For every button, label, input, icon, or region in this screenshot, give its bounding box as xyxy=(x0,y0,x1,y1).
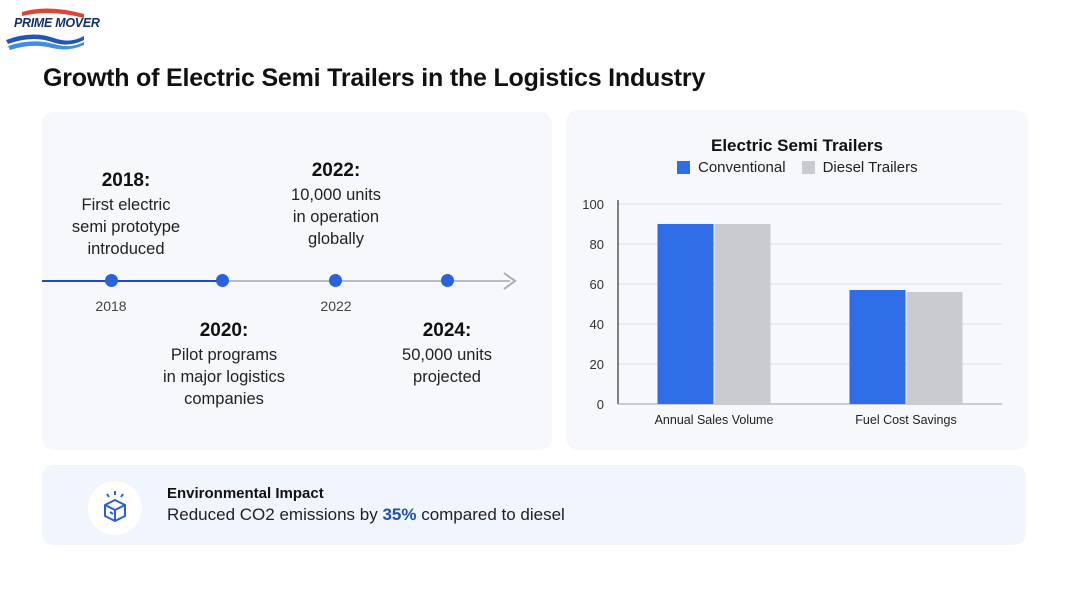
page-title: Growth of Electric Semi Trailers in the … xyxy=(43,64,706,92)
milestone-2022: 2022: 10,000 units in operation globally xyxy=(261,160,411,250)
impact-text: Reduced CO2 emissions by 35% compared to… xyxy=(167,505,565,525)
x-tick-label: Annual Sales Volume xyxy=(655,413,774,427)
bar-conventional xyxy=(849,290,906,404)
timeline-dot-2022 xyxy=(329,274,342,287)
milestone-text: globally xyxy=(308,230,364,248)
milestone-year: 2022: xyxy=(311,160,361,181)
bar-chart: 0 20 40 60 80 100 Annual Sales Volume Fuel Cost… xyxy=(582,197,1002,427)
logo-text: PRIME MOVER xyxy=(14,16,100,30)
milestone-text: 50,000 units xyxy=(402,346,492,364)
x-tick-label: Fuel Cost Savings xyxy=(855,413,956,427)
legend-label: Diesel Trailers xyxy=(822,159,918,176)
legend-label: Conventional xyxy=(698,159,786,176)
legend-swatch-diesel xyxy=(801,161,815,174)
impact-icon-badge xyxy=(88,481,142,535)
timeline-future-line xyxy=(224,280,510,282)
chart-title: Electric Semi Trailers xyxy=(711,136,883,155)
y-tick-label: 80 xyxy=(590,237,604,252)
chart-legend: Conventional Diesel Trailers xyxy=(677,159,934,176)
prime-mover-logo: PRIME MOVER xyxy=(4,6,100,54)
milestone-2018: 2018: First electric semi prototype intr… xyxy=(46,170,206,260)
impact-heading: Environmental Impact xyxy=(167,485,324,502)
milestone-text: First electric xyxy=(81,196,171,214)
timeline-axis-year: 2022 xyxy=(320,298,352,314)
milestone-text: 10,000 units xyxy=(291,186,381,204)
milestone-text: in major logistics xyxy=(163,368,285,386)
legend-item: Diesel Trailers xyxy=(801,159,918,176)
timeline-dot-2024 xyxy=(441,274,454,287)
bar-conventional xyxy=(657,224,714,404)
impact-text-before: Reduced CO2 emissions by xyxy=(167,505,383,524)
y-tick-label: 60 xyxy=(590,277,604,292)
impact-panel xyxy=(42,465,1026,545)
milestone-year: 2018: xyxy=(101,170,151,191)
milestone-year: 2024: xyxy=(422,320,472,341)
y-tick-label: 20 xyxy=(590,357,604,372)
milestone-2024: 2024: 50,000 units projected xyxy=(377,320,517,388)
eco-box-icon xyxy=(104,491,126,522)
milestone-text: Pilot programs xyxy=(170,346,278,364)
impact-text-after: compared to diesel xyxy=(416,505,565,524)
timeline-arrow-icon xyxy=(503,272,517,290)
milestone-text: introduced xyxy=(87,240,165,258)
legend-item: Conventional xyxy=(677,159,786,176)
milestone-text: projected xyxy=(413,368,481,386)
timeline-progress-line xyxy=(42,280,224,282)
timeline-axis-year: 2018 xyxy=(95,298,127,314)
impact-highlight: 35% xyxy=(382,505,417,524)
y-tick-label: 0 xyxy=(597,397,604,412)
milestone-text: semi prototype xyxy=(71,218,181,236)
timeline-dot-2020 xyxy=(216,274,229,287)
milestone-text: in operation xyxy=(292,208,380,226)
timeline-dot-2018 xyxy=(105,274,118,287)
milestone-2020: 2020: Pilot programs in major logistics … xyxy=(144,320,304,410)
bar-diesel-trailers xyxy=(714,224,771,404)
y-tick-label: 100 xyxy=(582,197,604,212)
y-tick-label: 40 xyxy=(590,317,604,332)
milestone-text: companies xyxy=(184,390,264,408)
milestone-year: 2020: xyxy=(199,320,249,341)
legend-swatch-conventional xyxy=(677,161,690,174)
logo-waves-icon xyxy=(6,8,84,50)
bar-diesel-trailers xyxy=(906,292,963,404)
